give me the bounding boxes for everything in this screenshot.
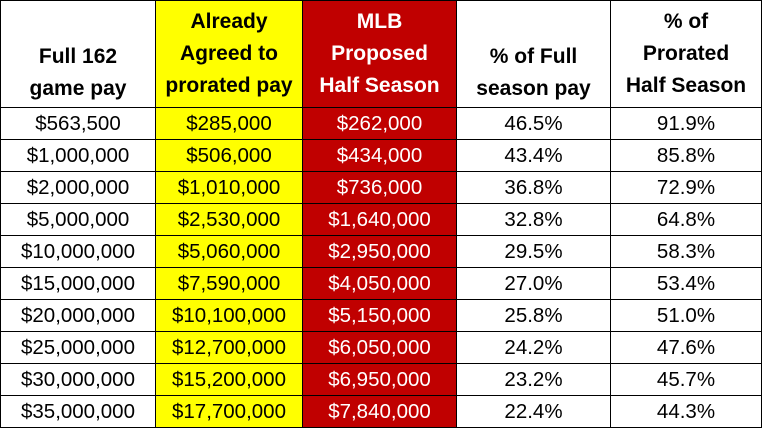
cell-percent-prorated: 64.8% xyxy=(610,203,762,236)
cell-prorated-pay: $5,060,000 xyxy=(155,235,303,268)
header-line: Full 162 xyxy=(38,45,118,68)
table-row: $1,000,000 $506,000 $434,000 43.4% 85.8% xyxy=(0,139,762,172)
header-line: Half Season xyxy=(319,74,440,97)
header-row: Full 162 game pay Already Agreed to pror… xyxy=(0,0,762,108)
header-line: % of Full xyxy=(489,45,578,68)
header-line: Agreed to xyxy=(179,42,278,65)
cell-prorated-pay: $10,100,000 xyxy=(155,299,303,332)
cell-percent-prorated: 72.9% xyxy=(610,171,762,204)
cell-percent-full: 36.8% xyxy=(456,171,611,204)
cell-percent-full: 32.8% xyxy=(456,203,611,236)
cell-mlb-proposed: $2,950,000 xyxy=(302,235,457,268)
cell-full-pay: $1,000,000 xyxy=(0,139,156,172)
cell-mlb-proposed: $736,000 xyxy=(302,171,457,204)
cell-full-pay: $35,000,000 xyxy=(0,395,156,428)
header-line: MLB xyxy=(356,10,403,33)
cell-full-pay: $20,000,000 xyxy=(0,299,156,332)
header-full-season-pay: Full 162 game pay xyxy=(0,0,156,108)
cell-prorated-pay: $285,000 xyxy=(155,107,303,140)
cell-percent-full: 22.4% xyxy=(456,395,611,428)
table-row: $563,500 $285,000 $262,000 46.5% 91.9% xyxy=(0,107,762,140)
cell-mlb-proposed: $262,000 xyxy=(302,107,457,140)
cell-mlb-proposed: $4,050,000 xyxy=(302,267,457,300)
cell-percent-full: 43.4% xyxy=(456,139,611,172)
cell-percent-full: 46.5% xyxy=(456,107,611,140)
cell-percent-prorated: 47.6% xyxy=(610,331,762,364)
cell-prorated-pay: $12,700,000 xyxy=(155,331,303,364)
header-line: season pay xyxy=(476,77,591,100)
table-row: $15,000,000 $7,590,000 $4,050,000 27.0% … xyxy=(0,267,762,300)
cell-mlb-proposed: $6,950,000 xyxy=(302,363,457,396)
cell-full-pay: $563,500 xyxy=(0,107,156,140)
cell-mlb-proposed: $434,000 xyxy=(302,139,457,172)
table-row: $10,000,000 $5,060,000 $2,950,000 29.5% … xyxy=(0,235,762,268)
header-prorated-pay: Already Agreed to prorated pay xyxy=(155,0,303,108)
cell-prorated-pay: $506,000 xyxy=(155,139,303,172)
cell-percent-full: 29.5% xyxy=(456,235,611,268)
cell-full-pay: $15,000,000 xyxy=(0,267,156,300)
cell-mlb-proposed: $5,150,000 xyxy=(302,299,457,332)
cell-percent-full: 23.2% xyxy=(456,363,611,396)
cell-full-pay: $5,000,000 xyxy=(0,203,156,236)
header-mlb-proposed: MLB Proposed Half Season xyxy=(302,0,457,108)
pay-comparison-table: Full 162 game pay Already Agreed to pror… xyxy=(0,0,762,428)
table-row: $2,000,000 $1,010,000 $736,000 36.8% 72.… xyxy=(0,171,762,204)
table-row: $25,000,000 $12,700,000 $6,050,000 24.2%… xyxy=(0,331,762,364)
table-row: $30,000,000 $15,200,000 $6,950,000 23.2%… xyxy=(0,363,762,396)
cell-percent-prorated: 85.8% xyxy=(610,139,762,172)
cell-prorated-pay: $15,200,000 xyxy=(155,363,303,396)
cell-mlb-proposed: $7,840,000 xyxy=(302,395,457,428)
cell-prorated-pay: $17,700,000 xyxy=(155,395,303,428)
table-row: $35,000,000 $17,700,000 $7,840,000 22.4%… xyxy=(0,395,762,428)
cell-full-pay: $10,000,000 xyxy=(0,235,156,268)
header-line: Half Season xyxy=(625,74,747,97)
cell-percent-full: 24.2% xyxy=(456,331,611,364)
cell-percent-full: 27.0% xyxy=(456,267,611,300)
header-line: Proposed xyxy=(331,42,428,65)
cell-percent-prorated: 58.3% xyxy=(610,235,762,268)
header-percent-full-season: % of Full season pay xyxy=(456,0,611,108)
cell-full-pay: $25,000,000 xyxy=(0,331,156,364)
header-percent-prorated: % of Prorated Half Season xyxy=(610,0,762,108)
cell-percent-prorated: 91.9% xyxy=(610,107,762,140)
cell-percent-prorated: 45.7% xyxy=(610,363,762,396)
header-line: Prorated xyxy=(642,42,730,65)
cell-percent-prorated: 51.0% xyxy=(610,299,762,332)
cell-full-pay: $30,000,000 xyxy=(0,363,156,396)
table-row: $20,000,000 $10,100,000 $5,150,000 25.8%… xyxy=(0,299,762,332)
cell-prorated-pay: $2,530,000 xyxy=(155,203,303,236)
cell-prorated-pay: $1,010,000 xyxy=(155,171,303,204)
header-line: % of xyxy=(663,10,709,33)
cell-mlb-proposed: $6,050,000 xyxy=(302,331,457,364)
cell-percent-prorated: 44.3% xyxy=(610,395,762,428)
cell-percent-prorated: 53.4% xyxy=(610,267,762,300)
cell-full-pay: $2,000,000 xyxy=(0,171,156,204)
cell-percent-full: 25.8% xyxy=(456,299,611,332)
table-header: Full 162 game pay Already Agreed to pror… xyxy=(0,0,762,108)
cell-prorated-pay: $7,590,000 xyxy=(155,267,303,300)
header-line: game pay xyxy=(29,77,127,100)
header-line: Already xyxy=(190,10,268,33)
header-line: prorated pay xyxy=(165,74,293,97)
cell-mlb-proposed: $1,640,000 xyxy=(302,203,457,236)
table-row: $5,000,000 $2,530,000 $1,640,000 32.8% 6… xyxy=(0,203,762,236)
table-body: $563,500 $285,000 $262,000 46.5% 91.9% $… xyxy=(0,107,762,428)
